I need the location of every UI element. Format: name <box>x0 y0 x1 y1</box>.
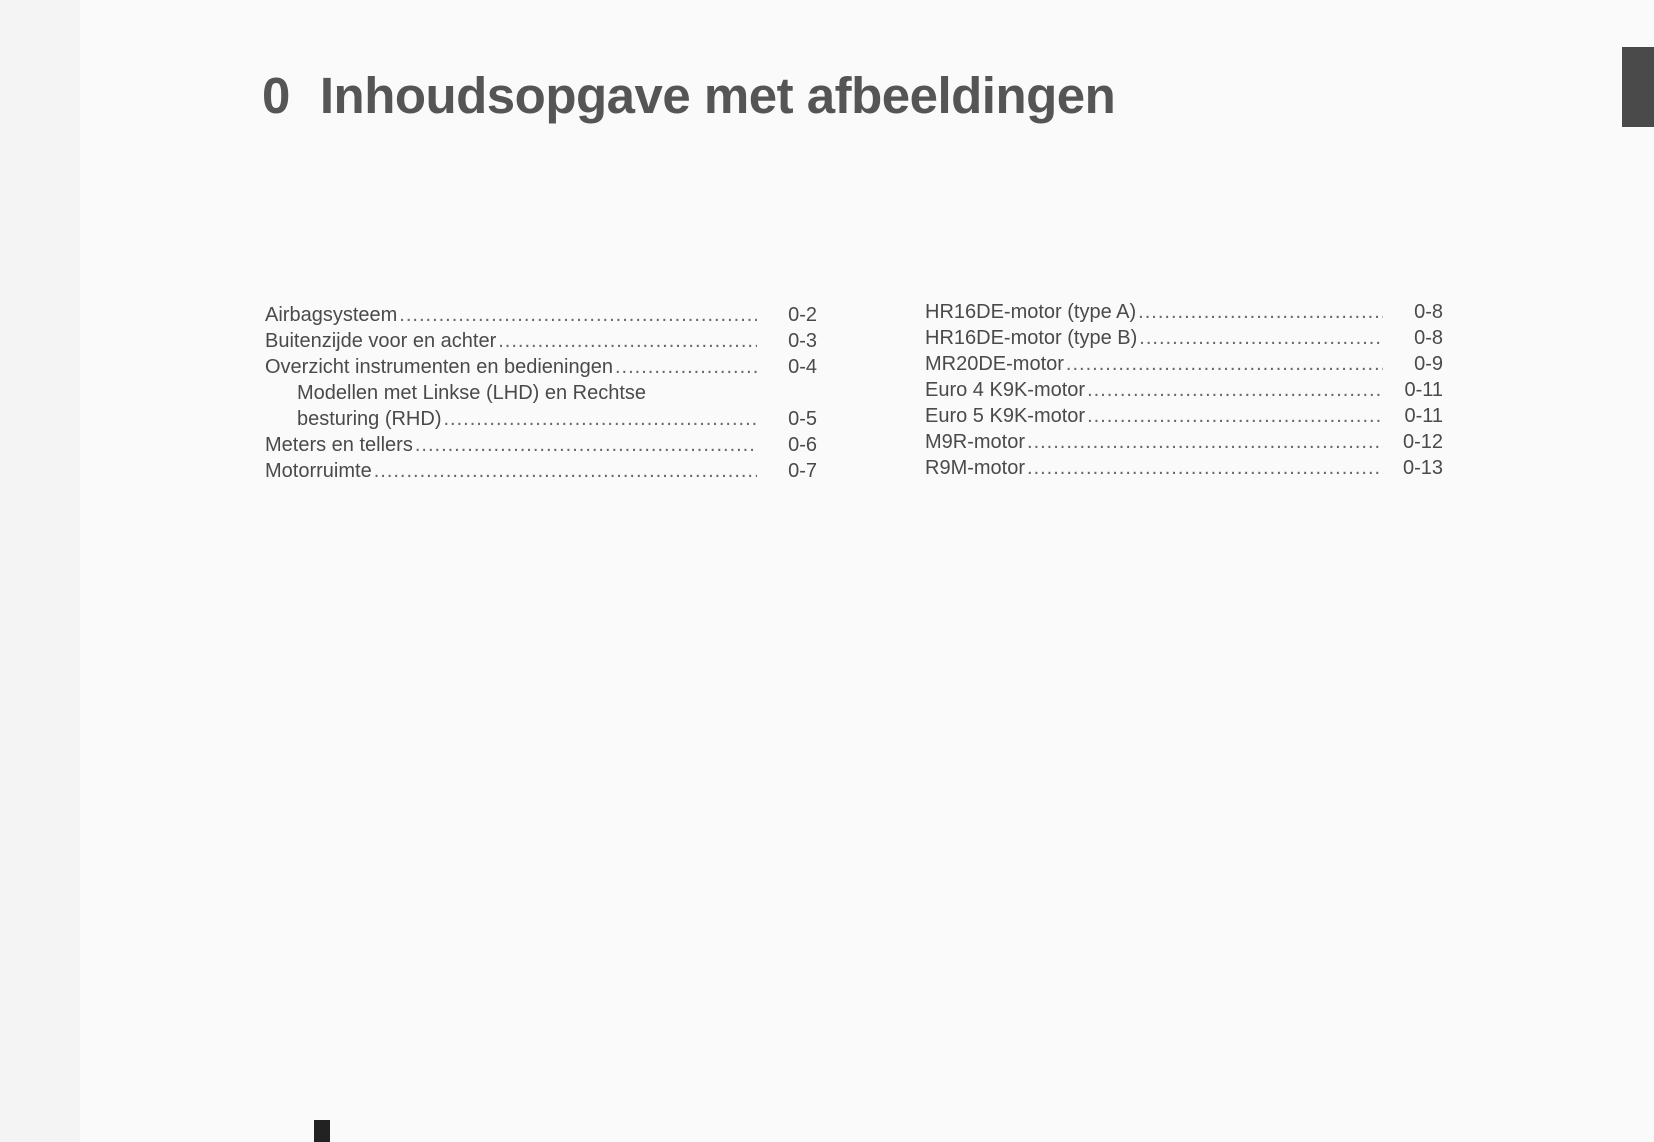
toc-entry[interactable]: Airbagsysteem 0-2 <box>265 302 817 328</box>
toc-entry[interactable]: HR16DE-motor (type B) 0-8 <box>925 325 1443 351</box>
leader-dots <box>498 328 757 354</box>
toc-subentry[interactable]: besturing (RHD) 0-5 <box>265 406 817 432</box>
leader-dots <box>1139 325 1383 351</box>
toc-left-column: Airbagsysteem 0-2 Buitenzijde voor en ach… <box>265 302 817 484</box>
leader-dots <box>1138 299 1383 325</box>
page-margin <box>0 0 80 1142</box>
toc-entry[interactable]: Euro 4 K9K-motor 0-11 <box>925 377 1443 403</box>
toc-label: MR20DE-motor <box>925 353 1064 375</box>
toc-page: 0-3 <box>788 330 817 352</box>
toc-page: 0-5 <box>788 408 817 430</box>
toc-page: 0-8 <box>1414 327 1443 349</box>
toc-label: Euro 4 K9K-motor <box>925 379 1086 401</box>
toc-label: Airbagsysteem <box>265 304 398 326</box>
toc-label: besturing (RHD) <box>297 408 442 430</box>
leader-dots <box>1087 377 1383 403</box>
toc-entry[interactable]: Overzicht instrumenten en bedieningen 0-4 <box>265 354 817 380</box>
leader-dots <box>1027 429 1383 455</box>
toc-label: HR16DE-motor (type A) <box>925 301 1137 323</box>
toc-entry[interactable]: MR20DE-motor 0-9 <box>925 351 1443 377</box>
toc-page: 0-7 <box>788 460 817 482</box>
leader-dots <box>1066 351 1383 377</box>
toc-page: 0-12 <box>1402 431 1443 453</box>
chapter-number: 0 <box>262 67 290 124</box>
chapter-title: Inhoudsopgave met afbeeldingen <box>319 67 1116 124</box>
toc-page: 0-6 <box>788 434 817 456</box>
toc-label: Overzicht instrumenten en bedieningen <box>265 356 613 378</box>
crop-mark <box>314 1120 330 1142</box>
toc-page: 0-13 <box>1402 457 1443 479</box>
toc-label: HR16DE-motor (type B) <box>925 327 1138 349</box>
leader-dots <box>1027 455 1383 481</box>
toc-entry[interactable]: Euro 5 K9K-motor 0-11 <box>925 403 1443 429</box>
page-title: 0 Inhoudsopgave met afbeeldingen <box>262 66 1116 125</box>
toc-right-column: HR16DE-motor (type A) 0-8 HR16DE-motor (t… <box>925 299 1443 481</box>
toc-entry[interactable]: HR16DE-motor (type A) 0-8 <box>925 299 1443 325</box>
toc-page: 0-9 <box>1414 353 1443 375</box>
toc-page: 0-4 <box>788 356 817 378</box>
leader-dots <box>399 302 757 328</box>
toc-page: 0-2 <box>788 304 817 326</box>
toc-page: 0-11 <box>1404 379 1443 401</box>
leader-dots <box>374 458 757 484</box>
toc-entry[interactable]: R9M-motor 0-13 <box>925 455 1443 481</box>
toc-entry[interactable]: Buitenzijde voor en achter 0-3 <box>265 328 817 354</box>
leader-dots <box>615 354 757 380</box>
toc-label: Modellen met Linkse (LHD) en Rechtse <box>297 382 647 404</box>
toc-page: 0-8 <box>1414 301 1443 323</box>
toc-page: 0-11 <box>1404 405 1443 427</box>
toc-label: M9R-motor <box>925 431 1026 453</box>
leader-dots <box>415 432 757 458</box>
toc-entry[interactable]: Meters en tellers 0-6 <box>265 432 817 458</box>
toc-label: R9M-motor <box>925 457 1026 479</box>
toc-subentry[interactable]: Modellen met Linkse (LHD) en Rechtse <box>265 380 817 406</box>
toc-label: Buitenzijde voor en achter <box>265 330 497 352</box>
toc-entry[interactable]: Motorruimte 0-7 <box>265 458 817 484</box>
toc-label: Meters en tellers <box>265 434 413 456</box>
toc-label: Euro 5 K9K-motor <box>925 405 1086 427</box>
toc-label: Motorruimte <box>265 460 372 482</box>
chapter-thumb-tab <box>1622 47 1654 127</box>
leader-dots <box>1087 403 1383 429</box>
toc-entry[interactable]: M9R-motor 0-12 <box>925 429 1443 455</box>
leader-dots <box>443 406 757 432</box>
